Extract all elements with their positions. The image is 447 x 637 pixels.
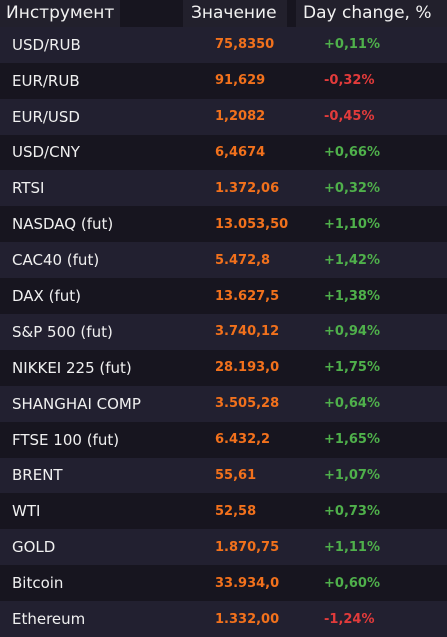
instrument-name: RTSI <box>12 179 45 198</box>
day-change: +1,42% <box>324 252 380 268</box>
day-change: +0,66% <box>324 144 380 160</box>
instrument-value: 55,61 <box>215 467 257 483</box>
instrument-value: 1.332,00 <box>215 611 280 627</box>
table-row[interactable]: Bitcoin 33.934,0 +0,60% <box>0 565 447 602</box>
instrument-value: 5.472,8 <box>215 252 271 268</box>
day-change: -0,45% <box>324 109 375 125</box>
instrument-value: 91,629 <box>215 73 266 89</box>
table-row[interactable]: WTI 52,58 +0,73% <box>0 493 447 530</box>
instrument-value: 13.627,5 <box>215 288 280 304</box>
table-body: USD/RUB 75,8350 +0,11% EUR/RUB 91,629 -0,32% E… <box>0 26 447 637</box>
instrument-name: Bitcoin <box>12 574 64 593</box>
table-row[interactable]: BRENT 55,61 +1,07% <box>0 457 447 494</box>
instrument-name: Ethereum <box>12 610 86 629</box>
table-row[interactable]: CAC40 (fut) 5.472,8 +1,42% <box>0 242 447 279</box>
instrument-name: WTI <box>12 502 41 521</box>
day-change: +0,60% <box>324 575 380 591</box>
day-change: +0,94% <box>324 324 380 340</box>
table-header: Инструмент Значение Day change, % <box>0 0 447 27</box>
instrument-value: 1,2082 <box>215 109 266 125</box>
table-row[interactable]: EUR/USD 1,2082 -0,45% <box>0 98 447 135</box>
day-change: +0,73% <box>324 503 380 519</box>
instrument-name: CAC40 (fut) <box>12 251 100 270</box>
table-row[interactable]: RTSI 1.372,06 +0,32% <box>0 170 447 207</box>
instrument-name: EUR/USD <box>12 107 80 126</box>
day-change: -0,32% <box>324 73 375 89</box>
column-header-instrument[interactable]: Инструмент <box>0 0 120 27</box>
instrument-name: FTSE 100 (fut) <box>12 430 120 449</box>
instrument-name: SHANGHAI COMP <box>12 394 141 413</box>
day-change: +1,07% <box>324 467 380 483</box>
instrument-value: 33.934,0 <box>215 575 280 591</box>
instrument-value: 1.870,75 <box>215 539 280 555</box>
instrument-name: NASDAQ (fut) <box>12 215 114 234</box>
table-row[interactable]: FTSE 100 (fut) 6.432,2 +1,65% <box>0 421 447 458</box>
day-change: +1,75% <box>324 360 380 376</box>
table-row[interactable]: DAX (fut) 13.627,5 +1,38% <box>0 278 447 314</box>
column-header-change[interactable]: Day change, % <box>296 0 447 27</box>
instrument-value: 6.432,2 <box>215 432 271 448</box>
day-change: +0,64% <box>324 396 380 412</box>
instrument-value: 1.372,06 <box>215 180 280 196</box>
instrument-name: USD/CNY <box>12 143 80 162</box>
instrument-value: 3.740,12 <box>215 324 280 340</box>
table-row[interactable]: USD/CNY 6,4674 +0,66% <box>0 134 447 171</box>
table-row[interactable]: NIKKEI 225 (fut) 28.193,0 +1,75% <box>0 349 447 386</box>
instrument-value: 6,4674 <box>215 144 266 160</box>
instrument-name: GOLD <box>12 538 56 557</box>
instrument-name: DAX (fut) <box>12 287 81 306</box>
instrument-name: S&P 500 (fut) <box>12 322 113 341</box>
day-change: -1,24% <box>324 611 375 627</box>
day-change: +1,65% <box>324 432 380 448</box>
day-change: +0,11% <box>324 37 380 53</box>
instrument-value: 13.053,50 <box>215 216 289 232</box>
instrument-name: USD/RUB <box>12 35 81 54</box>
day-change: +1,38% <box>324 288 380 304</box>
table-row[interactable]: S&P 500 (fut) 3.740,12 +0,94% <box>0 313 447 350</box>
table-row[interactable]: EUR/RUB 91,629 -0,32% <box>0 62 447 99</box>
instrument-value: 75,8350 <box>215 37 275 53</box>
day-change: +1,11% <box>324 539 380 555</box>
instrument-value: 3.505,28 <box>215 396 280 412</box>
instrument-name: BRENT <box>12 466 63 485</box>
day-change: +1,10% <box>324 216 380 232</box>
table-row[interactable]: Ethereum 1.332,00 -1,24% <box>0 601 447 637</box>
instrument-value: 28.193,0 <box>215 360 280 376</box>
instrument-name: EUR/RUB <box>12 71 80 90</box>
day-change: +0,32% <box>324 180 380 196</box>
instrument-name: NIKKEI 225 (fut) <box>12 358 132 377</box>
table-row[interactable]: GOLD 1.870,75 +1,11% <box>0 529 447 566</box>
instrument-value: 52,58 <box>215 503 257 519</box>
table-row[interactable]: SHANGHAI COMP 3.505,28 +0,64% <box>0 385 447 422</box>
column-header-value[interactable]: Значение <box>183 0 287 27</box>
table-row[interactable]: NASDAQ (fut) 13.053,50 +1,10% <box>0 206 447 243</box>
table-row[interactable]: USD/RUB 75,8350 +0,11% <box>0 26 447 63</box>
